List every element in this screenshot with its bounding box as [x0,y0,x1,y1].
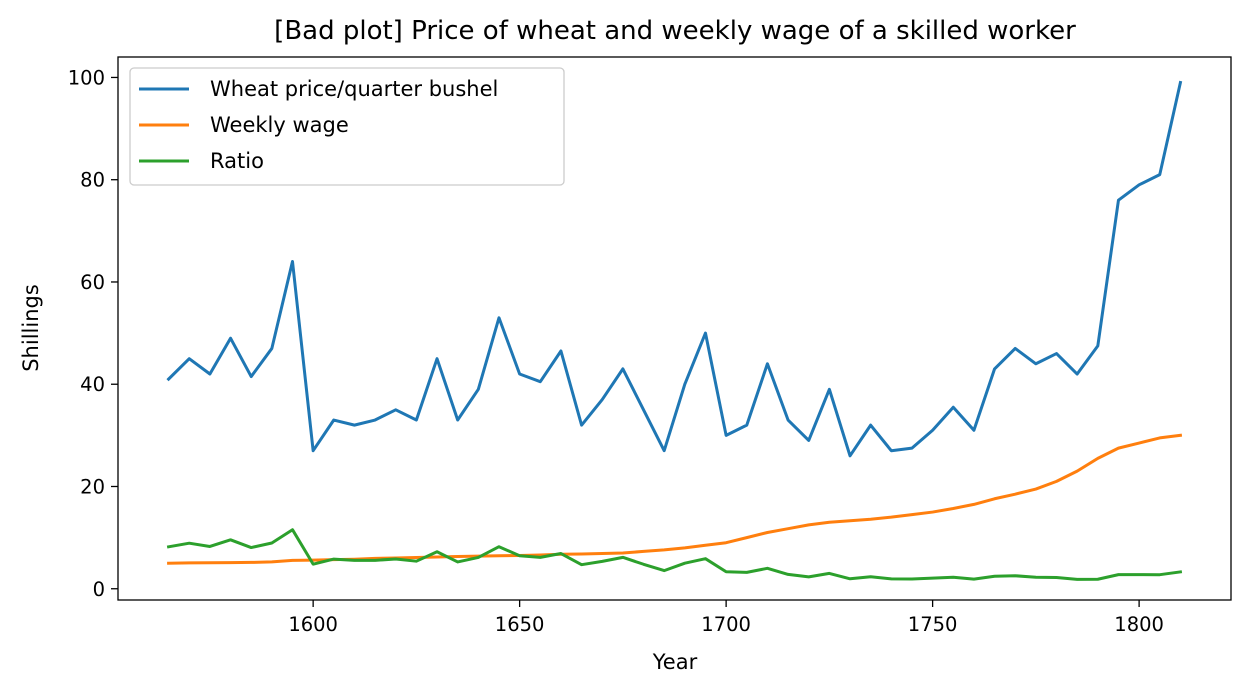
y-tick-label-1: 20 [80,475,105,498]
legend-label-0: Wheat price/quarter bushel [210,77,498,101]
x-tick-label-4: 1800 [1114,613,1164,636]
y-axis-ticks: 0 20 40 60 80 100 [68,66,118,601]
legend-label-1: Weekly wage [210,113,349,137]
chart-title: [Bad plot] Price of wheat and weekly wag… [274,16,1076,46]
y-axis-label: Shillings [19,284,43,372]
legend-box [129,67,565,186]
x-tick-label-3: 1750 [908,613,958,636]
x-axis-ticks: 1600 1650 1700 1750 1800 [288,600,1164,636]
x-tick-label-1: 1650 [495,613,545,636]
x-tick-label-2: 1700 [701,613,751,636]
series-lines [166,80,1183,581]
legend: Wheat price/quarter bushel Weekly wage Rat… [129,67,565,186]
series-line-0 [166,80,1183,458]
plot-area [117,56,1232,601]
series-line-2 [166,528,1183,581]
y-tick-label-3: 60 [80,271,105,294]
x-axis-label: Year [652,650,698,674]
legend-entries: Wheat price/quarter bushel Weekly wage Rat… [139,77,498,173]
legend-label-2: Ratio [210,149,264,173]
y-tick-label-0: 0 [93,578,105,601]
y-tick-label-2: 40 [80,373,105,396]
x-tick-label-0: 1600 [288,613,338,636]
y-tick-label-5: 100 [68,66,105,89]
y-tick-label-4: 80 [80,169,105,192]
axes-frame [117,56,1232,601]
